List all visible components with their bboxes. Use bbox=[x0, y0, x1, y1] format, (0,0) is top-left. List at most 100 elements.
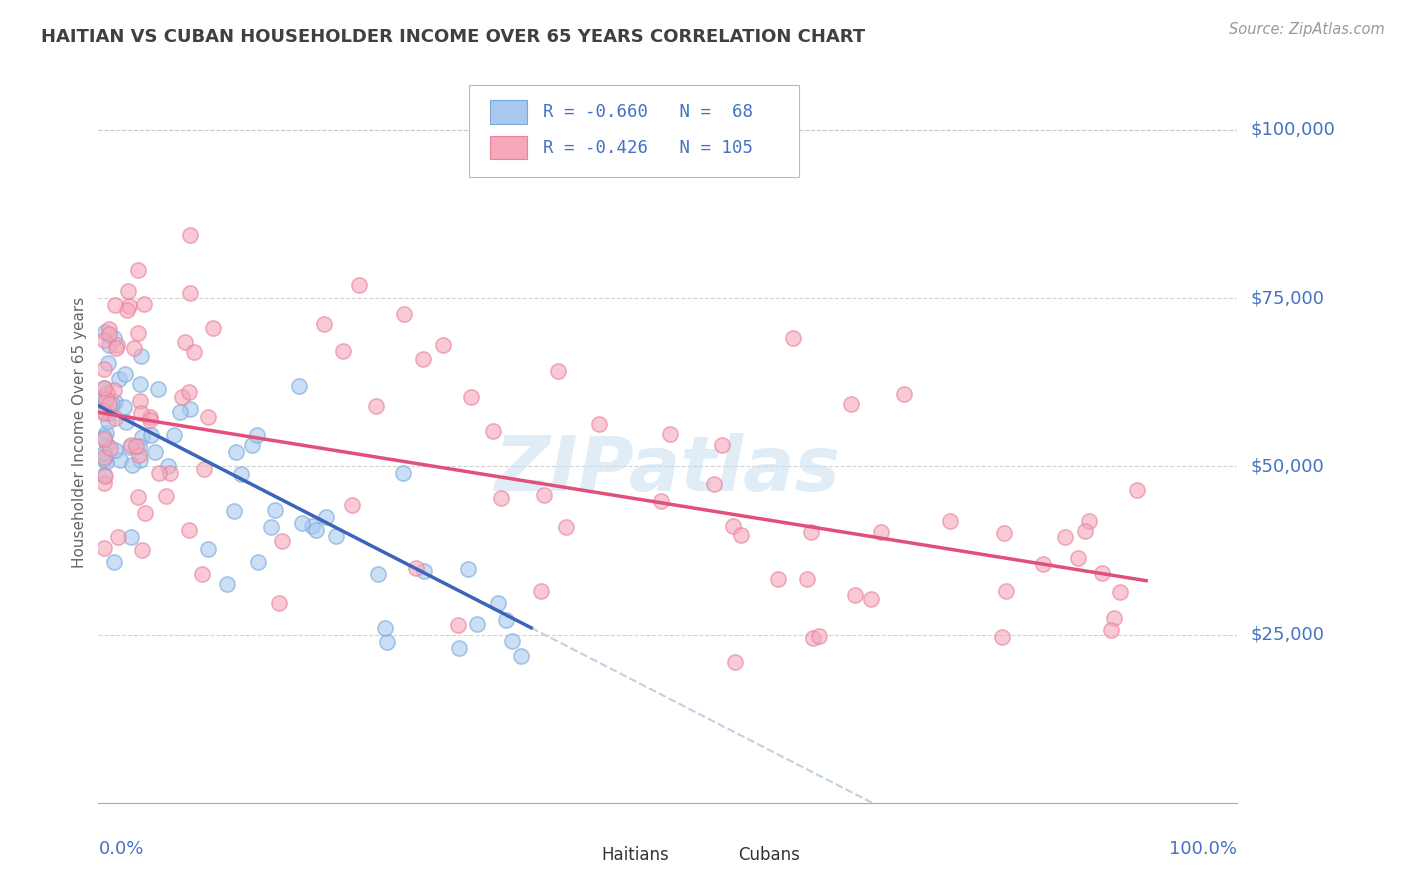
Point bbox=[325, 529, 347, 543]
Point bbox=[96, 386, 118, 401]
Text: Source: ZipAtlas.com: Source: ZipAtlas.com bbox=[1229, 22, 1385, 37]
Point bbox=[1074, 524, 1097, 538]
Point bbox=[114, 368, 136, 382]
Point bbox=[148, 466, 170, 480]
Point bbox=[392, 307, 415, 321]
Text: 100.0%: 100.0% bbox=[1170, 840, 1237, 858]
Point bbox=[93, 333, 115, 347]
Point bbox=[481, 424, 503, 438]
Point bbox=[412, 352, 434, 367]
Point bbox=[118, 440, 141, 454]
Point bbox=[129, 377, 152, 392]
Point bbox=[215, 577, 238, 591]
Point bbox=[796, 573, 818, 587]
Point bbox=[486, 596, 509, 610]
Point bbox=[103, 384, 125, 398]
Point bbox=[547, 364, 569, 378]
Point bbox=[170, 391, 193, 405]
Point bbox=[260, 520, 283, 534]
Point bbox=[169, 405, 191, 419]
Point bbox=[98, 322, 121, 336]
Point bbox=[229, 467, 252, 482]
Point bbox=[177, 523, 200, 537]
Text: HAITIAN VS CUBAN HOUSEHOLDER INCOME OVER 65 YEARS CORRELATION CHART: HAITIAN VS CUBAN HOUSEHOLDER INCOME OVER… bbox=[42, 28, 866, 45]
Point bbox=[94, 325, 117, 339]
Point bbox=[730, 528, 752, 542]
Point bbox=[782, 331, 804, 345]
Point bbox=[105, 338, 128, 352]
Point bbox=[711, 438, 734, 452]
Point bbox=[98, 397, 121, 411]
Point bbox=[392, 466, 415, 480]
Point bbox=[703, 476, 725, 491]
Point bbox=[447, 618, 470, 632]
Point bbox=[93, 381, 115, 395]
Point bbox=[457, 561, 479, 575]
Point bbox=[159, 466, 181, 480]
Point bbox=[190, 566, 212, 581]
Point bbox=[94, 426, 117, 441]
Point bbox=[721, 519, 744, 533]
Point bbox=[841, 397, 863, 411]
Point bbox=[312, 318, 335, 332]
FancyBboxPatch shape bbox=[571, 846, 596, 863]
Point bbox=[94, 469, 117, 483]
Point bbox=[97, 406, 120, 420]
Point bbox=[246, 428, 269, 442]
Point bbox=[179, 227, 201, 242]
Point bbox=[893, 387, 915, 401]
Point bbox=[405, 561, 427, 575]
Point bbox=[139, 428, 162, 442]
Point bbox=[332, 343, 354, 358]
Point bbox=[859, 592, 882, 607]
FancyBboxPatch shape bbox=[468, 85, 799, 178]
Text: 0.0%: 0.0% bbox=[98, 840, 143, 858]
Text: R = -0.660   N =  68: R = -0.660 N = 68 bbox=[543, 103, 752, 121]
Point bbox=[93, 391, 115, 405]
Point bbox=[112, 400, 135, 414]
Point bbox=[104, 394, 127, 409]
Point bbox=[93, 429, 115, 443]
Point bbox=[96, 438, 118, 452]
Point bbox=[801, 631, 824, 645]
Point bbox=[510, 648, 533, 663]
Point bbox=[1109, 585, 1132, 599]
Point bbox=[1104, 611, 1126, 625]
Point bbox=[869, 524, 891, 539]
Text: $100,000: $100,000 bbox=[1251, 120, 1336, 139]
Point bbox=[157, 458, 180, 473]
Point bbox=[117, 285, 139, 299]
Point bbox=[240, 438, 263, 452]
Point bbox=[449, 640, 471, 655]
Point bbox=[1078, 514, 1101, 528]
Point bbox=[501, 634, 523, 648]
Point bbox=[97, 356, 120, 370]
Point bbox=[97, 414, 120, 428]
Point bbox=[588, 417, 610, 431]
Point bbox=[183, 345, 205, 359]
Point bbox=[465, 616, 488, 631]
Point bbox=[807, 629, 830, 643]
Point bbox=[374, 621, 396, 635]
Point bbox=[132, 297, 155, 311]
Point bbox=[991, 630, 1014, 644]
Point bbox=[93, 432, 115, 446]
Point bbox=[724, 655, 747, 669]
Point bbox=[93, 406, 115, 420]
Point bbox=[179, 286, 201, 301]
Point bbox=[766, 572, 789, 586]
Point bbox=[129, 453, 152, 467]
Point bbox=[291, 516, 314, 530]
Point bbox=[104, 442, 127, 457]
Point bbox=[93, 362, 115, 376]
Point bbox=[155, 489, 177, 503]
Point bbox=[93, 541, 115, 556]
Point bbox=[495, 613, 517, 627]
Point bbox=[131, 430, 153, 444]
Point bbox=[94, 455, 117, 469]
Point bbox=[993, 526, 1015, 541]
Point bbox=[315, 510, 337, 524]
Point bbox=[115, 416, 138, 430]
Point bbox=[193, 462, 215, 476]
Point bbox=[101, 397, 124, 411]
